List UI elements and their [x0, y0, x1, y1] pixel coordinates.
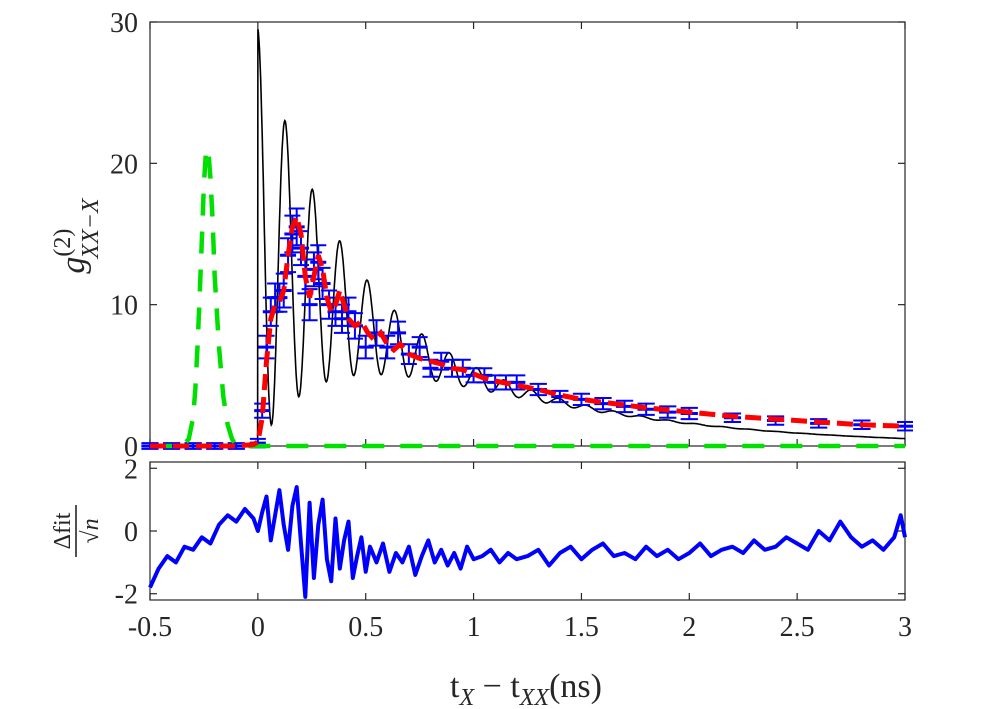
bottom-y-ticks: -2 0 2 — [115, 454, 905, 611]
ylabel-base: g — [55, 257, 92, 274]
bottom-x-tick-label: 1.5 — [564, 612, 599, 643]
top-y-tick-label: 0 — [124, 432, 138, 463]
bottom-x-axis-label: tX − tXX(ns) — [450, 668, 602, 709]
ylabel-denominator: √n — [78, 518, 104, 543]
bottom-plot-area — [148, 485, 907, 599]
bottom-y-tick-label: 0 — [124, 517, 138, 548]
top-y-tick-label: 30 — [110, 8, 138, 39]
bottom-x-tick-label: 2.5 — [780, 612, 815, 643]
series-reference-pulse-line — [150, 146, 905, 449]
ylabel-sup: (2) — [50, 229, 76, 257]
bottom-x-ticks: -0.5 0 0.5 1 1.5 2 2.5 3 — [128, 462, 912, 643]
top-panel: 0 10 20 30 g(2)XX−X — [50, 8, 913, 463]
top-y-tick-label: 10 — [110, 291, 138, 322]
series-residuals-line — [148, 485, 907, 599]
bottom-x-tick-label: 2 — [682, 612, 696, 643]
top-axes-frame — [149, 21, 906, 447]
bottom-panel: -2 0 2 -0.5 0 0.5 1 1.5 2 2.5 3 Δfit √n tX − tXX(… — [50, 454, 912, 709]
bottom-x-tick-label: -0.5 — [128, 612, 172, 643]
bottom-axes-frame — [149, 461, 906, 601]
top-y-ticks: 0 10 20 30 — [110, 8, 905, 463]
top-y-tick-label: 20 — [110, 149, 138, 180]
bottom-y-tick-label: 2 — [124, 454, 138, 485]
ylabel-numerator: Δfit — [50, 512, 76, 549]
bottom-x-tick-label: 1 — [467, 612, 481, 643]
bottom-x-tick-label: 0.5 — [348, 612, 383, 643]
top-y-axis-label: g(2)XX−X — [50, 197, 104, 274]
bottom-y-axis-label: Δfit √n — [50, 505, 104, 557]
bottom-x-tick-label: 0 — [251, 612, 265, 643]
bottom-y-tick-label: -2 — [115, 580, 138, 611]
top-plot-area — [141, 28, 913, 450]
ylabel-sub: XX−X — [78, 197, 104, 260]
bottom-x-tick-label: 3 — [898, 612, 912, 643]
